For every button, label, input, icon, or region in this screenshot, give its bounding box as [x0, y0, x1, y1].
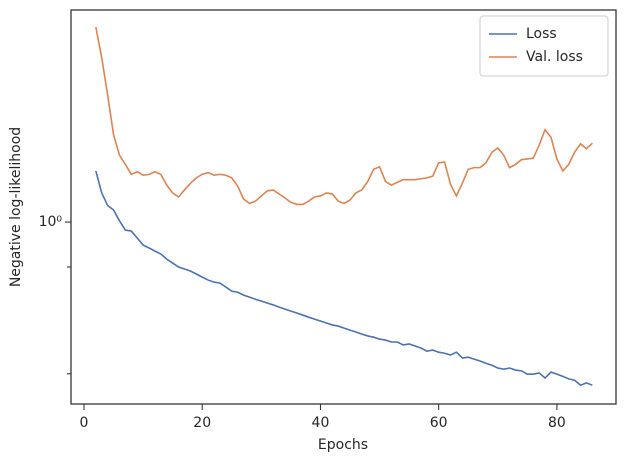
legend: Loss Val. loss [479, 15, 609, 77]
y-axis-label: Negative log-likelihood [8, 127, 24, 287]
x-tick-label: 20 [193, 415, 211, 431]
x-axis-label: Epochs [318, 437, 368, 453]
x-tick-label: 60 [430, 415, 448, 431]
legend-frame [479, 15, 609, 77]
x-tick-label: 80 [548, 415, 566, 431]
x-tick-label: 40 [312, 415, 330, 431]
series-line [95, 26, 593, 206]
y-tick-label: 10⁰ [39, 214, 63, 230]
plot-frame [70, 9, 617, 405]
legend-label: Val. loss [526, 49, 583, 65]
legend-label: Loss [526, 26, 557, 42]
x-tick-label: 0 [80, 415, 89, 431]
series-line [95, 170, 593, 387]
